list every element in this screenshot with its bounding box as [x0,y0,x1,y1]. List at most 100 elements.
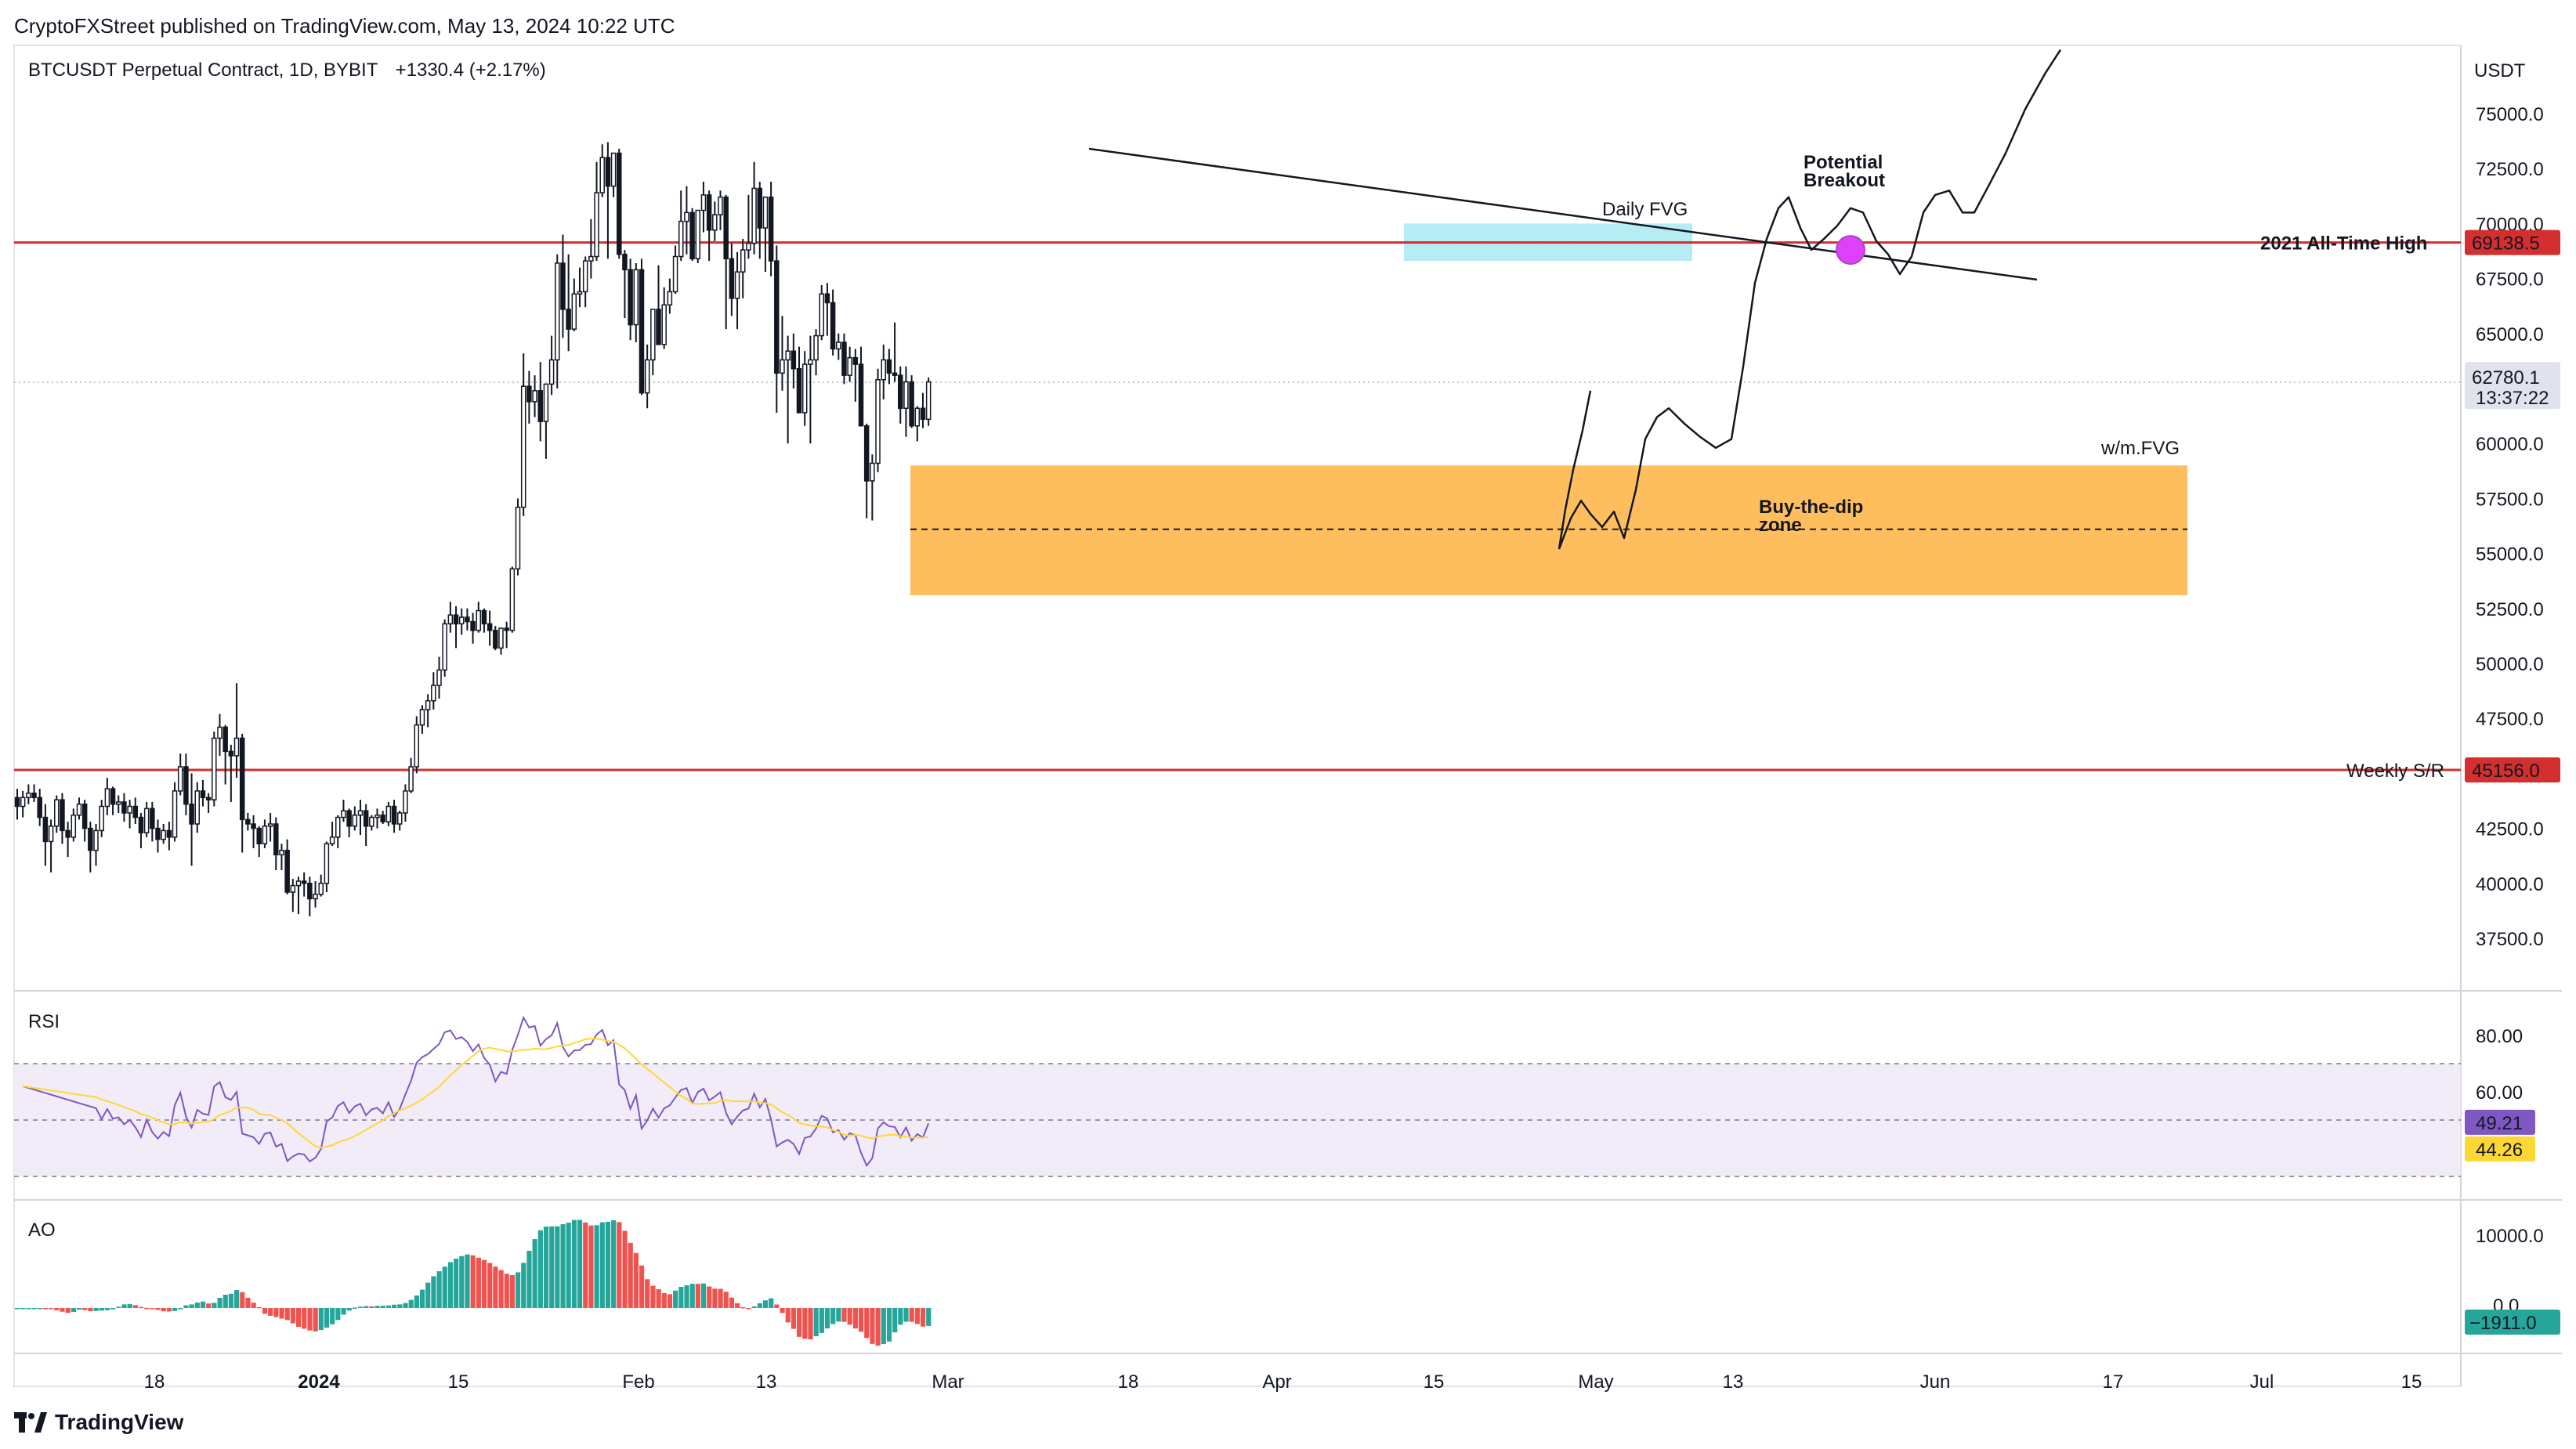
candle-body [925,381,932,421]
candle-body [548,359,555,385]
candle-body [796,367,802,414]
candle-body [537,390,543,422]
ao-bar [150,1308,155,1310]
candle [847,346,852,382]
candle [808,335,813,444]
candle-body [205,797,212,800]
ao-bar [82,1308,88,1310]
rsi-ma-text: 44.26 [2476,1140,2523,1161]
candle-body [870,462,875,482]
candle-body [42,816,49,843]
candle [217,714,223,756]
tradingview-logo[interactable]: TradingView [14,1410,183,1435]
candle [870,454,875,521]
ao-bar [886,1308,892,1342]
ao-bar [132,1305,138,1308]
candle-body [99,805,104,832]
ao-bar [166,1308,172,1312]
candle-body [470,620,476,631]
candle-body [712,214,718,231]
candle-body [863,425,870,482]
ao-bar [774,1304,780,1308]
rsi-value-badge: 49.21 [2465,1109,2535,1135]
rsi-line [22,1015,930,1168]
ath-price-badge: 69138.5 [2465,229,2560,255]
time-tick: 17 [2103,1371,2124,1393]
projection-path [1558,49,2062,550]
ao-bar [324,1308,330,1328]
ath-label: 2021 All-Time High [2260,233,2427,255]
ao-bar [290,1308,296,1324]
candle-body [200,790,206,799]
ao-bar [268,1308,273,1317]
candle [841,333,847,385]
candle [903,366,909,437]
candle-body [858,363,864,427]
candle-body [65,829,71,838]
candle [65,822,71,858]
time-tick: May [1578,1371,1613,1393]
last-price-badge-bg [2465,362,2560,410]
ao-bar [521,1263,526,1308]
ao-bar [447,1262,454,1308]
ao-value-badge: −1911.0 [2465,1310,2560,1335]
candle [796,346,802,414]
candle-body [875,379,881,464]
ao-bar [633,1252,639,1308]
time-tick: Feb [622,1371,654,1393]
candle [223,724,228,785]
candle-body [622,253,628,271]
ao-bar [549,1226,555,1308]
candle-body [487,623,493,631]
ao-bar [116,1306,121,1308]
candle-body [819,293,824,337]
ao-bar [465,1254,470,1308]
ao-bar [26,1308,31,1310]
candle [695,209,701,263]
candle [622,250,628,319]
candle-body [284,849,290,893]
ao-bar [864,1308,870,1339]
zones-layer [910,223,2187,595]
candle [476,602,482,633]
candle-body [476,609,482,631]
ao-bar [318,1308,324,1331]
candle [307,876,313,916]
time-tick: 2024 [298,1371,340,1393]
candle-body [762,196,769,229]
ao-bar [110,1308,116,1310]
candle-body [177,766,183,792]
rsi-tick: 60.00 [2476,1082,2523,1104]
ao-bar [571,1220,577,1308]
ao-bar [307,1308,313,1331]
candle [875,368,881,472]
wm-fvg-label: w/m.FVG [2100,438,2180,459]
ao-bar [431,1276,436,1308]
header-credit: CryptoFXStreet published on TradingView.… [14,14,675,38]
time-tick: Mar [932,1371,964,1393]
candle-body [26,792,31,799]
candle [442,619,447,677]
candle-body [324,843,330,884]
candle-body [81,803,88,829]
candle [723,194,729,330]
candle [785,335,791,444]
levels-layer: 2021 All-Time High Weekly S/R [14,233,2461,782]
ao-bar [555,1226,560,1308]
ao-bar [65,1308,71,1313]
ao-bar [841,1308,847,1322]
ao-bar [481,1259,487,1308]
candle [633,262,639,343]
candle-body [493,630,498,649]
price-tick: 50000.0 [2476,654,2544,675]
ao-bar [852,1308,859,1329]
candle [26,784,31,804]
candle-body [155,827,161,840]
candle-body [313,894,318,900]
candle-body [104,788,110,808]
ao-bar [369,1306,374,1308]
candle [700,182,707,233]
candle-body [295,880,302,887]
price-tick: 37500.0 [2476,929,2544,950]
